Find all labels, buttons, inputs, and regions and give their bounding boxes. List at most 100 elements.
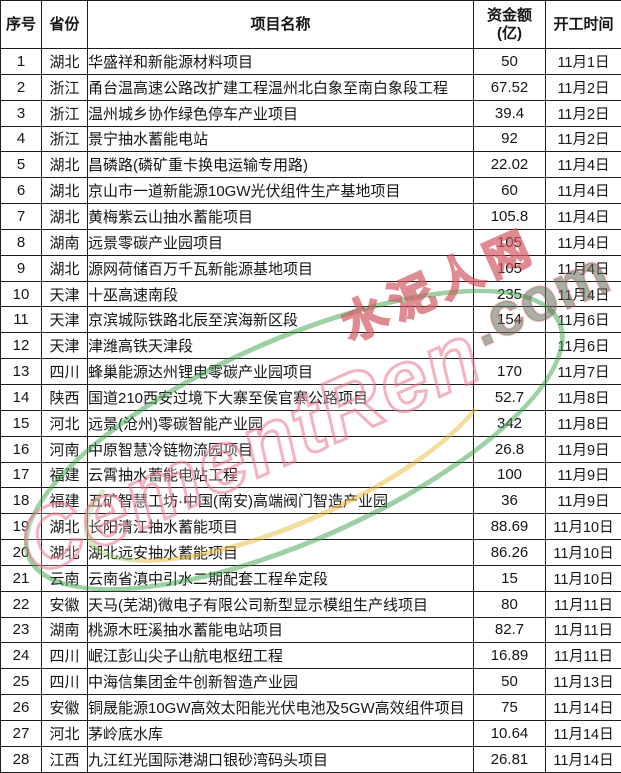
cell-province: 天津 xyxy=(41,280,88,308)
cell-project: 九江红光国际港湖口银砂湾码头项目 xyxy=(87,745,474,773)
cell-province: 河北 xyxy=(41,409,88,437)
table-row: 28 江西 九江红光国际港湖口银砂湾码头项目 26.81 11月14日 xyxy=(0,745,621,773)
cell-index: 1 xyxy=(0,48,42,75)
table-row: 17 福建 云霄抽水蓄能电站工程 100 11月9日 xyxy=(0,461,621,489)
cell-province: 湖南 xyxy=(41,616,88,644)
cell-amount: 100 xyxy=(473,461,546,489)
table-row: 13 四川 蜂巢能源达州锂电零碳产业园项目 170 11月7日 xyxy=(0,358,621,385)
cell-date: 11月6日 xyxy=(545,332,621,360)
cell-province: 福建 xyxy=(41,461,88,489)
header-cell-index: 序号 xyxy=(0,0,42,49)
cell-index: 17 xyxy=(0,461,42,489)
cell-province: 湖北 xyxy=(41,177,88,205)
cell-amount: 75 xyxy=(473,694,546,721)
cell-amount: 26.8 xyxy=(473,435,546,463)
cell-province: 湖南 xyxy=(41,228,88,256)
cell-date: 11月2日 xyxy=(545,73,621,101)
table-row: 8 湖南 远景零碳产业园项目 105 11月4日 xyxy=(0,228,621,256)
cell-amount: 52.7 xyxy=(473,383,546,411)
table-row: 16 河南 中原智慧冷链物流园项目 26.8 11月9日 xyxy=(0,435,621,463)
cell-amount: 15 xyxy=(473,564,546,592)
table-row: 7 湖北 黄梅紫云山抽水蓄能项目 105.8 11月4日 xyxy=(0,203,621,230)
cell-project: 景宁抽水蓄能电站 xyxy=(87,125,474,153)
header-cell-date: 开工时间 xyxy=(545,0,621,49)
cell-project: 长阳清江抽水蓄能项目 xyxy=(87,513,474,541)
cell-province: 河南 xyxy=(41,435,88,463)
cell-amount: 50 xyxy=(473,668,546,696)
cell-project: 华盛祥和新能源材料项目 xyxy=(87,48,474,75)
cell-index: 3 xyxy=(0,99,42,127)
cell-project: 黄梅紫云山抽水蓄能项目 xyxy=(87,203,474,230)
cell-amount: 82.7 xyxy=(473,616,546,644)
cell-amount: 26.81 xyxy=(473,745,546,773)
cell-project: 天马(芜湖)微电子有限公司新型显示模组生产线项目 xyxy=(87,590,474,618)
cell-date: 11月1日 xyxy=(545,48,621,75)
table-row: 3 浙江 温州城乡协作绿色停车产业项目 39.4 11月2日 xyxy=(0,99,621,127)
header-cell-province: 省份 xyxy=(41,0,88,49)
cell-amount: 36 xyxy=(473,487,546,515)
cell-project: 京山市一道新能源10GW光伏组件生产基地项目 xyxy=(87,177,474,205)
table-row: 27 河北 茅岭底水库 10.64 11月14日 xyxy=(0,719,621,747)
table-body: 1 湖北 华盛祥和新能源材料项目 50 11月1日 2 浙江 甬台温高速公路改扩… xyxy=(0,48,621,773)
cell-index: 15 xyxy=(0,409,42,437)
cell-index: 19 xyxy=(0,513,42,541)
cell-date: 11月4日 xyxy=(545,280,621,308)
table-row: 25 四川 中海信集团金牛创新智造产业园 50 11月13日 xyxy=(0,668,621,696)
cell-date: 11月6日 xyxy=(545,306,621,334)
cell-amount: 92 xyxy=(473,125,546,153)
cell-index: 25 xyxy=(0,668,42,696)
cell-province: 湖北 xyxy=(41,539,88,566)
cell-amount: 154 xyxy=(473,306,546,334)
cell-amount: 105 xyxy=(473,228,546,256)
table-row: 11 天津 京滨城际铁路北辰至滨海新区段 154 11月6日 xyxy=(0,306,621,334)
cell-index: 20 xyxy=(0,539,42,566)
cell-project: 岷江彭山尖子山航电枢纽工程 xyxy=(87,642,474,670)
cell-index: 11 xyxy=(0,306,42,334)
cell-project: 中原智慧冷链物流园项目 xyxy=(87,435,474,463)
cell-project: 铜晟能源10GW高效太阳能光伏电池及5GW高效组件项目 xyxy=(87,694,474,721)
cell-date: 11月11日 xyxy=(545,616,621,644)
cell-index: 23 xyxy=(0,616,42,644)
table-header-row: 序号 省份 项目名称 资金额 (亿) 开工时间 xyxy=(0,0,621,49)
cell-amount: 170 xyxy=(473,358,546,385)
cell-province: 湖北 xyxy=(41,513,88,541)
cell-date: 11月7日 xyxy=(545,358,621,385)
header-cell-amount: 资金额 (亿) xyxy=(473,0,546,49)
cell-province: 四川 xyxy=(41,358,88,385)
cell-province: 湖北 xyxy=(41,151,88,179)
cell-project: 茅岭底水库 xyxy=(87,719,474,747)
cell-date: 11月14日 xyxy=(545,719,621,747)
cell-project: 五矿智慧工坊·中国(南安)高端阀门智造产业园 xyxy=(87,487,474,515)
cell-date: 11月2日 xyxy=(545,125,621,153)
cell-amount: 39.4 xyxy=(473,99,546,127)
cell-amount: 67.52 xyxy=(473,73,546,101)
cell-amount: 80 xyxy=(473,590,546,618)
cell-province: 河北 xyxy=(41,719,88,747)
cell-province: 浙江 xyxy=(41,99,88,127)
cell-project: 甬台温高速公路改扩建工程温州北白象至南白象段工程 xyxy=(87,73,474,101)
cell-province: 湖北 xyxy=(41,48,88,75)
cell-province: 云南 xyxy=(41,564,88,592)
cell-project: 中海信集团金牛创新智造产业园 xyxy=(87,668,474,696)
cell-project: 十巫高速南段 xyxy=(87,280,474,308)
cell-project: 源网荷储百万千瓦新能源基地项目 xyxy=(87,254,474,282)
cell-index: 28 xyxy=(0,745,42,773)
table-row: 22 安徽 天马(芜湖)微电子有限公司新型显示模组生产线项目 80 11月11日 xyxy=(0,590,621,618)
cell-amount xyxy=(473,332,546,360)
cell-project: 云霄抽水蓄能电站工程 xyxy=(87,461,474,489)
cell-amount: 235 xyxy=(473,280,546,308)
table-row: 19 湖北 长阳清江抽水蓄能项目 88.69 11月10日 xyxy=(0,513,621,541)
cell-date: 11月14日 xyxy=(545,694,621,721)
cell-index: 14 xyxy=(0,383,42,411)
cell-index: 13 xyxy=(0,358,42,385)
cell-amount: 86.26 xyxy=(473,539,546,566)
cell-date: 11月9日 xyxy=(545,487,621,515)
cell-province: 四川 xyxy=(41,642,88,670)
cell-date: 11月13日 xyxy=(545,668,621,696)
table-row: 20 湖北 湖北远安抽水蓄能项目 86.26 11月10日 xyxy=(0,539,621,566)
cell-index: 18 xyxy=(0,487,42,515)
cell-project: 津潍高铁天津段 xyxy=(87,332,474,360)
cell-province: 安徽 xyxy=(41,694,88,721)
cell-date: 11月11日 xyxy=(545,590,621,618)
